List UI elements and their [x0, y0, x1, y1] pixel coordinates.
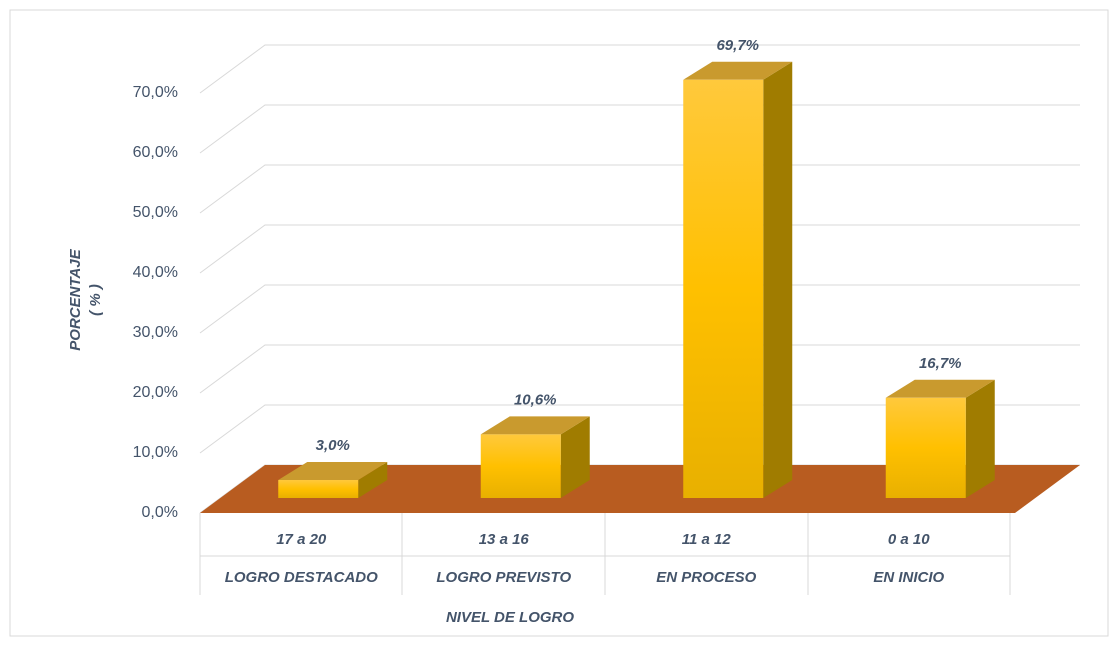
grid-line	[199, 284, 1080, 334]
data-label: 69,7%	[716, 37, 759, 54]
x-group-label: EN INICIO	[873, 569, 944, 586]
bar	[683, 79, 764, 499]
x-tick-label: 13 a 16	[479, 531, 530, 548]
bar-top	[278, 462, 388, 480]
bar-side	[965, 379, 995, 498]
floor-layer	[200, 465, 1080, 513]
y-axis-title: ( % )	[87, 284, 104, 316]
bar-top	[885, 379, 995, 398]
grid-line	[199, 104, 1080, 154]
x-tick-label: 0 a 10	[888, 531, 930, 548]
y-tick-label: 10,0%	[133, 444, 178, 461]
bar-side	[358, 462, 388, 498]
x-tick-label: 11 a 12	[682, 531, 732, 548]
y-tick-label: 50,0%	[133, 204, 178, 221]
y-tick-label: 30,0%	[133, 324, 178, 341]
grid: 0,0% 10,0% 20,0% 30,0% 40,0% 50,0% 60,0% 70,0%	[133, 44, 1080, 521]
grid-line	[199, 164, 1080, 214]
data-label: 3,0%	[316, 437, 350, 454]
bar-top	[683, 61, 793, 80]
x-axis-title: NIVEL DE LOGRO	[446, 609, 574, 626]
grid-line	[199, 404, 1080, 454]
grid-line	[199, 44, 1080, 94]
x-tick-label: 17 a 20	[276, 531, 327, 548]
bar-side	[763, 61, 793, 499]
x-group-label: LOGRO PREVISTO	[436, 569, 571, 586]
y-axis-title: PORCENTAJE	[67, 248, 84, 350]
x-group-label: EN PROCESO	[656, 569, 756, 586]
bar	[278, 480, 359, 498]
y-tick-label: 40,0%	[133, 264, 178, 281]
bars: 3,0% 10,6% 69,7% 16,7%	[278, 37, 995, 499]
floor	[200, 465, 1080, 513]
y-tick-label: 0,0%	[142, 504, 178, 521]
y-tick-label: 60,0%	[133, 144, 178, 161]
grid-line	[199, 224, 1080, 274]
data-label: 10,6%	[514, 391, 557, 408]
y-tick-label: 70,0%	[133, 84, 178, 101]
x-group-label: LOGRO DESTACADO	[225, 569, 378, 586]
bar	[480, 434, 561, 498]
category-table: 17 a 20 LOGRO DESTACADO 13 a 16 LOGRO PREVI…	[199, 513, 1011, 595]
grid-line	[199, 344, 1080, 394]
chart-frame	[9, 9, 1109, 637]
bar-side	[560, 416, 590, 498]
bar	[885, 397, 966, 498]
y-tick-label: 20,0%	[133, 384, 178, 401]
bar-top	[480, 416, 590, 435]
data-label: 16,7%	[919, 355, 962, 372]
